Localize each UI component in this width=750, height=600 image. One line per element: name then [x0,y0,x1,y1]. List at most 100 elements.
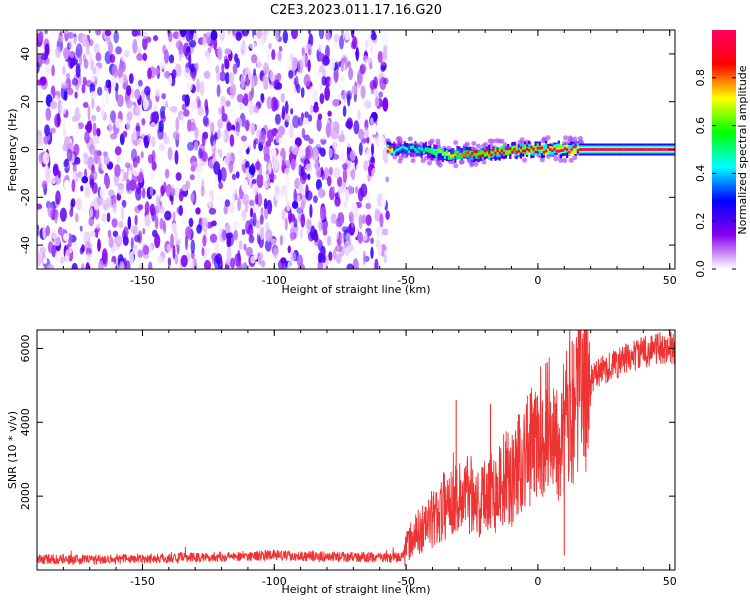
spectrogram-cell [81,263,85,269]
spectrogram-cell [322,55,330,67]
spectrogram-cell [227,202,235,214]
spectrogram-cell [123,171,129,182]
spectrogram-cell [91,114,97,122]
spectrogram-cell [83,58,89,69]
snr-x-ticks: -150 -100 -50 0 50 [36,330,677,588]
spectrogram-noise [37,30,390,269]
spectrogram-cell [370,117,374,125]
spectrogram-cell [296,205,303,215]
spectrogram-cell [250,255,256,264]
spectrogram-band-cell [460,153,463,156]
spectrogram-cell [149,186,154,197]
spectrogram-cell [74,91,78,99]
spectrogram-cell [317,131,324,138]
spectrogram-cell [306,144,313,160]
spectrogram-cell [136,53,144,61]
spectrogram-cell [271,49,276,61]
spectrogram-cell [138,79,143,87]
spectrogram-cell [237,197,242,212]
spectrogram-cell [264,239,272,252]
spectrogram-cell [353,120,360,135]
spectrogram-cell [44,64,52,75]
spectrogram-cell [242,262,248,269]
spectrogram-cell [359,63,367,75]
spectrogram-cell [253,34,257,42]
spectrogram-cell [45,169,53,184]
spectrogram-cell [116,155,121,165]
spectrogram-cell [104,30,112,37]
spectrogram-cell [126,111,133,122]
spectrogram-cell [69,50,75,59]
spectrogram-band-cell [597,148,600,151]
spectrogram-band-cell [566,148,569,151]
spectrogram-cell [284,167,291,177]
spectrogram-cell [190,192,195,203]
spectrogram-band-cell [445,150,449,156]
spectrogram-cell [373,76,378,89]
spectrogram-band-cell [587,148,590,151]
spectrogram-cell [68,40,73,50]
colorbar-gradient [712,30,736,269]
spectrogram-cell [144,215,151,227]
spectrogram-cell [81,156,85,165]
spectrogram-cell [295,38,300,47]
spectrogram-cell [175,117,180,132]
spectrogram-band-cell [504,147,508,151]
spectrogram-cell [52,163,59,177]
spectrogram-cell [88,51,93,66]
spectrogram-cell [307,30,311,35]
spectrogram-band-cell [435,152,438,158]
spectrogram-cell [201,165,205,172]
spectrogram-cell [341,155,345,165]
snr-panel: -150 -100 -50 0 50 2000 4000 6000 Height of st… [6,329,677,596]
spectrogram-cell [75,63,81,79]
spectrogram-cell [332,99,340,107]
spectrogram-cell [201,217,209,233]
spectrogram-cell [269,70,276,82]
spectrogram-cell [300,200,305,210]
spectrogram-band-cell [448,154,451,160]
spectrogram-cell [155,88,161,97]
spectrogram-cell [159,105,167,119]
spectrogram-band-cell [422,143,425,152]
spectrogram-cell [377,242,383,257]
spectrogram-band-cell [523,149,527,153]
spectrogram-cell [170,184,175,197]
spectrogram-cell [270,238,277,245]
spectrogram-cell [320,254,326,263]
spectrogram-cell [128,169,133,182]
spectrogram-cell [140,31,148,40]
spectrogram-cell [327,235,332,246]
spectrogram-cell [220,230,226,243]
spectrogram-cell [318,30,325,40]
spectrogram-cell [75,43,83,58]
spectrogram-cell [41,180,48,190]
spectrogram-cell [93,43,100,55]
spectrogram-cell [429,138,435,144]
spectrogram-cell [37,122,42,131]
spectrogram-cell [82,76,87,87]
spectrogram-cell [119,260,125,269]
spectrogram-cell [370,143,375,156]
spectrogram-cell [378,91,384,98]
spectrogram-cell [153,35,159,42]
spectrogram-cell [103,151,108,158]
spectrogram-cell [327,31,331,41]
spectrogram-cell [360,183,368,198]
spectrogram-band-cell [648,148,651,151]
spectrogram-cell [184,148,188,160]
spectrogram-cell [50,229,58,240]
spectrogram-cell [288,213,296,222]
spectrogram-cell [157,255,165,264]
spectrogram-cell [540,138,546,144]
spectrogram-band-cell [667,148,670,151]
spectrogram-cell [162,44,167,55]
spectrogram-cell [262,74,269,87]
spectrogram-cell [333,167,341,179]
spectrogram-band-cell [557,149,560,153]
spectrogram-cell [67,87,74,96]
spectrogram-cell [158,120,164,133]
spectrogram-band-cell [589,148,592,151]
spectrogram-cell [132,167,140,177]
spectrogram-band-cell [511,146,514,152]
